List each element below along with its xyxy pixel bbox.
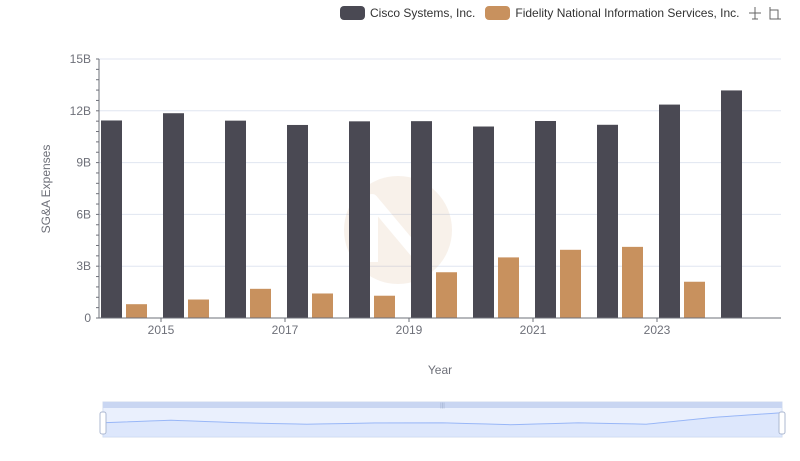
legend-item-fis[interactable]: Fidelity National Information Services, …	[485, 6, 739, 20]
x-tick-label: 2017	[272, 323, 299, 337]
bar-cisco-2014	[101, 120, 122, 318]
legend-label-cisco: Cisco Systems, Inc.	[370, 6, 476, 20]
y-tick-label: 12B	[70, 104, 91, 118]
x-axis-label: Year	[428, 363, 452, 377]
bar-fis-2018	[374, 295, 395, 318]
zoom-icon[interactable]	[748, 6, 763, 21]
x-tick-label: 2021	[520, 323, 547, 337]
bar-cisco-2017	[287, 124, 308, 318]
zoom-handle-left[interactable]	[99, 411, 107, 435]
zoom-preview-area	[103, 412, 782, 437]
bar-fis-2020	[498, 257, 519, 318]
y-axis: 0 3B 6B 9B 12B 15B	[70, 52, 100, 325]
bar-fis-2017	[312, 293, 333, 318]
x-tick-label: 2015	[148, 323, 175, 337]
zoom-grip: |||	[440, 403, 445, 409]
bar-cisco-2022	[597, 124, 618, 318]
bar-fis-2022	[622, 246, 643, 318]
bar-fis-2016	[250, 288, 271, 318]
zoom-handle-right[interactable]	[778, 411, 786, 435]
x-axis: 2015 2017 2019 2021 2023	[99, 317, 781, 337]
legend: Cisco Systems, Inc. Fidelity National In…	[340, 4, 749, 22]
restore-icon[interactable]	[767, 6, 782, 21]
zoom-top-bar	[103, 402, 782, 408]
x-tick-label: 2019	[396, 323, 423, 337]
bar-fis-2023	[684, 281, 705, 318]
legend-swatch-cisco	[340, 6, 365, 20]
bar-fis-2019	[436, 272, 457, 318]
data-zoom-slider[interactable]: |||	[99, 401, 786, 438]
bar-cisco-2020	[473, 126, 494, 318]
y-tick-label: 15B	[70, 52, 91, 66]
bar-cisco-2016	[225, 120, 246, 318]
y-tick-label: 0	[84, 311, 91, 325]
bar-fis-2021	[560, 249, 581, 318]
legend-swatch-fis	[485, 6, 511, 20]
y-tick-label: 3B	[76, 259, 91, 273]
zoom-preview-line	[102, 412, 783, 426]
bar-series	[101, 90, 742, 319]
bar-cisco-2024	[721, 90, 742, 319]
bar-cisco-2015	[163, 113, 184, 318]
legend-label-fis: Fidelity National Information Services, …	[515, 6, 740, 20]
legend-item-cisco[interactable]: Cisco Systems, Inc.	[340, 6, 475, 20]
bar-fis-2014	[126, 304, 147, 318]
bar-cisco-2019	[411, 121, 432, 318]
y-axis-label: SG&A Expenses	[39, 145, 53, 234]
x-tick-label: 2023	[644, 323, 671, 337]
bar-cisco-2018	[349, 121, 370, 318]
chart-toolbar	[748, 6, 786, 21]
y-tick-label: 6B	[76, 207, 91, 221]
bar-cisco-2021	[535, 120, 556, 318]
bar-cisco-2023	[659, 104, 680, 318]
y-tick-label: 9B	[76, 156, 91, 170]
bar-fis-2015	[188, 299, 209, 318]
